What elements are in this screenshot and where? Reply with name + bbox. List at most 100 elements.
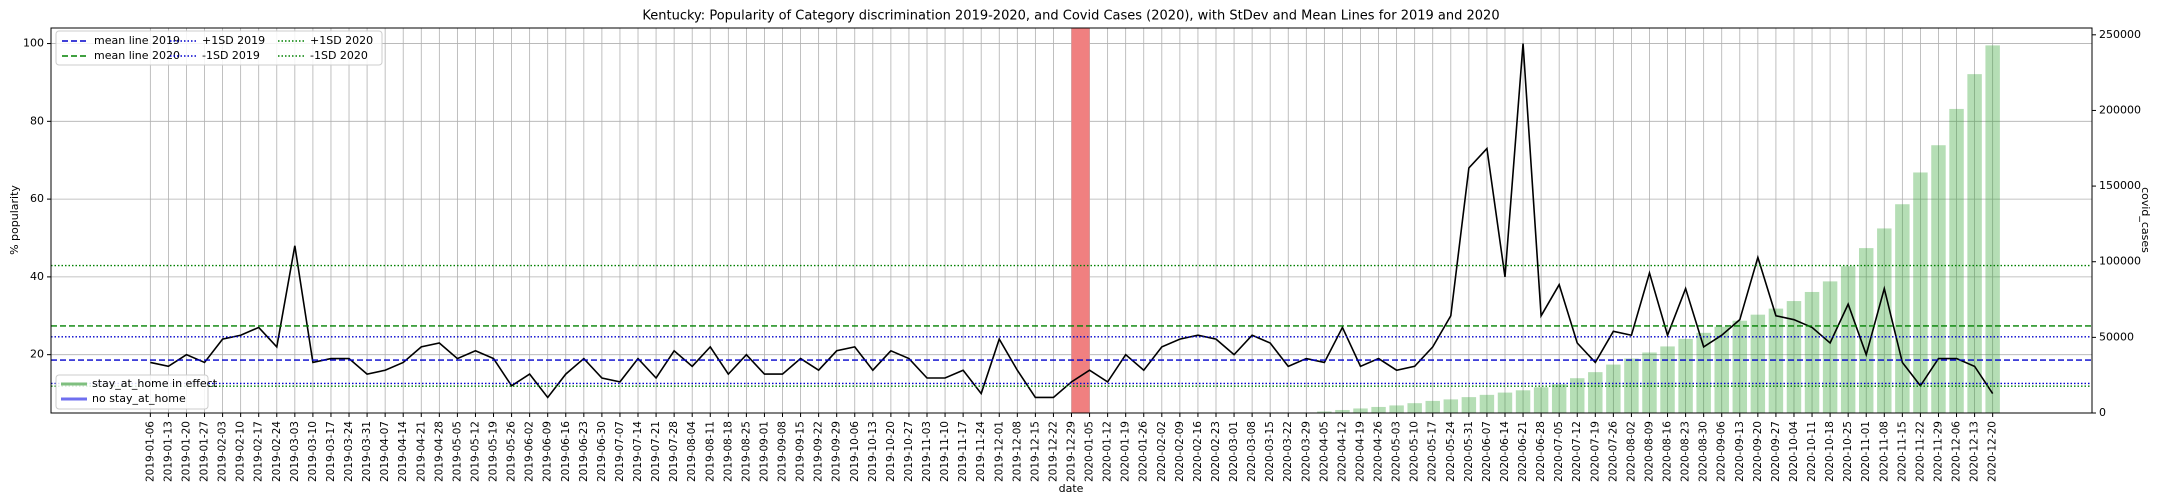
bar — [1859, 248, 1874, 413]
bar — [1443, 399, 1459, 413]
x-axis-label: date — [1059, 482, 1084, 495]
x-tick-label: 2019-12-22 — [1047, 421, 1059, 482]
legend-label: no stay_at_home — [92, 392, 186, 405]
y2-tick-label: 200000 — [2099, 103, 2141, 116]
x-tick-label: 2019-03-31 — [361, 421, 373, 482]
x-tick-label: 2019-01-20 — [180, 421, 192, 482]
legend-label: -1SD 2019 — [202, 49, 260, 62]
x-tick-label: 2020-07-19 — [1589, 421, 1601, 482]
legend-label: mean line 2020 — [94, 49, 180, 62]
y2-axis-label: covid_cases — [2139, 187, 2152, 253]
y2-tick-label: 0 — [2099, 406, 2106, 419]
x-tick-label: 2020-02-02 — [1156, 421, 1168, 482]
x-tick-label: 2020-01-12 — [1102, 421, 1114, 482]
x-tick-label: 2019-04-07 — [379, 421, 391, 482]
bar — [1642, 352, 1657, 413]
x-tick-label: 2020-01-05 — [1084, 421, 1096, 482]
x-tick-label: 2019-10-13 — [867, 421, 879, 482]
x-tick-label: 2020-03-22 — [1282, 421, 1294, 482]
y-tick-label: 60 — [30, 192, 44, 205]
x-tick-label: 2019-11-10 — [939, 421, 951, 482]
bar — [1786, 301, 1802, 413]
y-tick-label: 80 — [30, 114, 44, 127]
x-tick-label: 2019-02-17 — [253, 421, 265, 482]
x-tick-label: 2020-05-31 — [1463, 421, 1475, 482]
bar — [1822, 281, 1838, 413]
x-tick-label: 2019-05-19 — [488, 421, 500, 482]
legend-label: stay_at_home in effect — [92, 377, 218, 390]
y-tick-label: 100 — [23, 37, 44, 50]
bar — [1551, 384, 1567, 413]
y2-tick-label: 100000 — [2099, 255, 2141, 268]
bar — [1497, 392, 1513, 413]
x-tick-label: 2020-06-28 — [1535, 421, 1547, 482]
bar — [1389, 405, 1404, 413]
x-tick-label: 2019-09-01 — [758, 421, 770, 482]
x-tick-label: 2019-12-08 — [1011, 421, 1023, 482]
x-tick-label: 2019-06-16 — [560, 421, 572, 482]
x-tick-label: 2019-08-25 — [740, 421, 752, 482]
x-tick-label: 2020-03-29 — [1300, 421, 1312, 482]
x-tick-label: 2019-01-13 — [162, 421, 174, 482]
x-tick-label: 2019-10-06 — [849, 421, 861, 482]
x-tick-label: 2020-08-16 — [1662, 421, 1674, 482]
x-tick-label: 2020-08-09 — [1643, 421, 1655, 482]
bar — [1895, 204, 1910, 413]
x-tick-label: 2019-07-14 — [632, 421, 644, 482]
x-tick-label: 2019-10-27 — [903, 421, 915, 482]
x-tick-label: 2019-08-04 — [686, 421, 698, 482]
bar — [1479, 394, 1495, 413]
x-tick-label: 2020-09-13 — [1734, 421, 1746, 482]
bar — [1678, 338, 1693, 413]
x-tick-label: 2019-05-05 — [451, 421, 463, 482]
x-tick-label: 2020-06-07 — [1481, 421, 1493, 482]
x-tick-label: 2019-04-21 — [415, 421, 427, 482]
x-tick-label: 2020-12-13 — [1969, 421, 1981, 482]
bar — [1732, 320, 1748, 413]
x-tick-label: 2019-12-15 — [1029, 421, 1041, 482]
bar — [1371, 406, 1386, 413]
x-tick-label: 2020-10-04 — [1788, 421, 1800, 482]
x-tick-label: 2020-02-09 — [1174, 421, 1186, 482]
x-tick-label: 2019-11-17 — [957, 421, 969, 482]
x-tick-label: 2020-07-05 — [1553, 421, 1565, 482]
x-tick-label: 2020-02-16 — [1192, 421, 1204, 482]
x-tick-label: 2020-11-15 — [1896, 421, 1908, 482]
bar — [1714, 326, 1729, 413]
legend-label: -1SD 2020 — [310, 49, 368, 62]
x-tick-label: 2020-12-20 — [1987, 421, 1999, 482]
x-tick-label: 2019-06-02 — [524, 421, 536, 482]
x-tick-label: 2019-03-03 — [289, 421, 301, 482]
x-tick-label: 2020-04-05 — [1318, 421, 1330, 482]
x-tick-label: 2020-03-08 — [1246, 421, 1258, 482]
x-tick-label: 2019-12-01 — [993, 421, 1005, 482]
bar — [1696, 332, 1711, 413]
bar — [1425, 400, 1440, 413]
bar — [1461, 397, 1477, 413]
legend-label: +1SD 2019 — [202, 34, 265, 47]
bar — [1931, 145, 1946, 413]
bar — [1913, 172, 1928, 413]
x-tick-label: 2020-04-12 — [1336, 421, 1348, 482]
x-tick-label: 2019-06-30 — [596, 421, 608, 482]
x-tick-label: 2019-12-29 — [1066, 421, 1078, 482]
x-tick-label: 2020-11-01 — [1860, 421, 1872, 482]
x-tick-label: 2019-05-26 — [506, 421, 518, 482]
x-tick-label: 2020-03-01 — [1228, 421, 1240, 482]
bar — [1750, 314, 1766, 413]
x-tick-label: 2020-06-14 — [1499, 421, 1511, 482]
x-tick-label: 2019-06-23 — [578, 421, 590, 482]
legend: mean line 2019 mean line 2020 +1SD 2019 -1S… — [55, 30, 383, 66]
x-tick-label: 2019-09-29 — [831, 421, 843, 482]
y2-tick-label: 250000 — [2099, 28, 2141, 41]
y2-tick-label: 50000 — [2099, 330, 2134, 343]
x-tick-label: 2020-10-18 — [1824, 421, 1836, 482]
x-tick-label: 2019-08-11 — [704, 421, 716, 482]
bar — [1588, 372, 1603, 413]
x-tick-label: 2020-10-11 — [1806, 421, 1818, 482]
x-tick-label: 2019-11-03 — [921, 421, 933, 482]
bar — [1570, 378, 1585, 413]
y-tick-label: 40 — [30, 270, 44, 283]
x-tick-label: 2019-02-03 — [217, 421, 229, 482]
x-tick-label: 2019-02-10 — [235, 421, 247, 482]
